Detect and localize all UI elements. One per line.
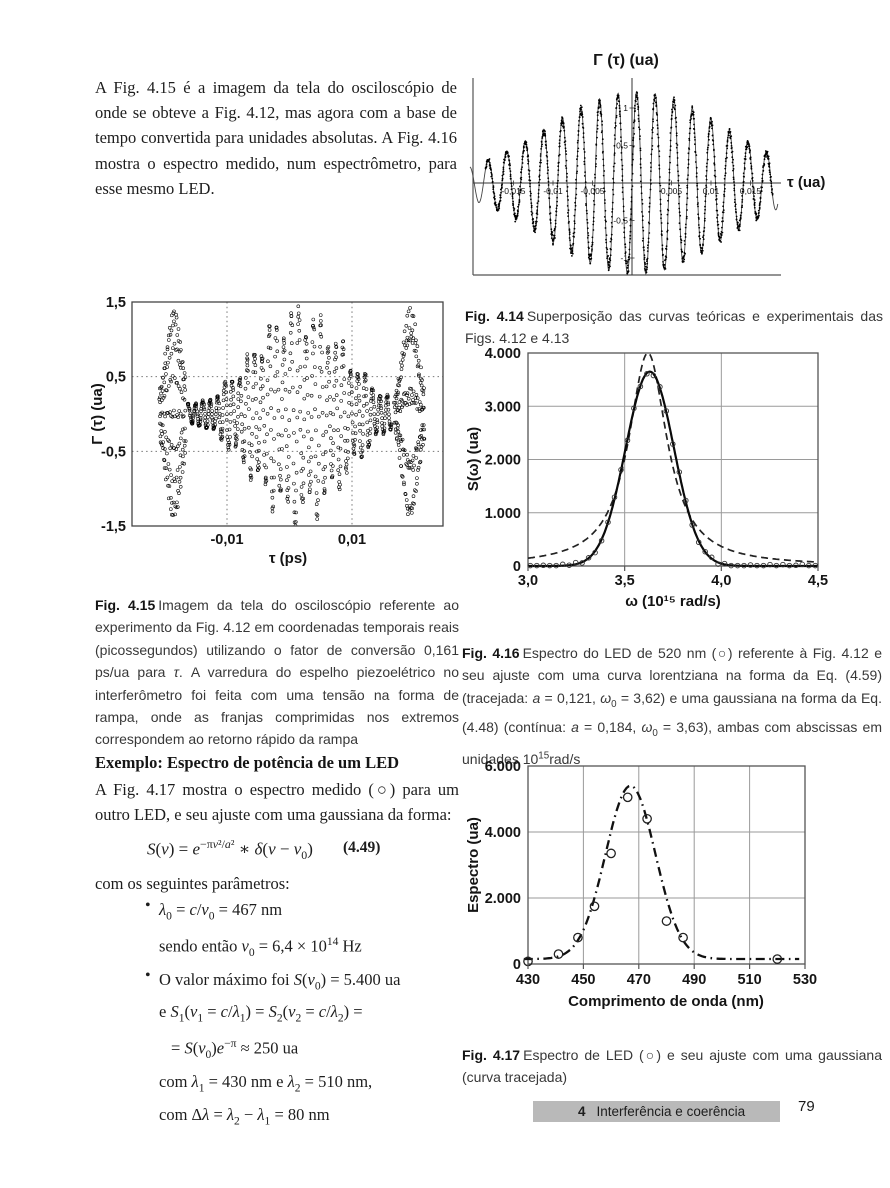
params-lead: com os seguintes parâmetros: xyxy=(95,873,290,893)
fig-4-15-svg: 1,5 0,5 -0,5 -1,5 -0,01 0,01 τ (ps) Γ (τ) (ua) xyxy=(89,295,444,567)
x-tick-label: -0,005 xyxy=(580,186,604,196)
fig-4-14-caption-label: Fig. 4.14 xyxy=(465,308,524,324)
y-tick-label: 3.000 xyxy=(485,399,521,415)
fig-4-15-xlabel: τ (ps) xyxy=(269,550,307,567)
y-tick-label: 1.000 xyxy=(485,506,521,522)
param-line: com Δλ = λ2 − λ1 = 80 nm xyxy=(159,1104,330,1127)
y-tick-label: 2.000 xyxy=(485,891,521,907)
x-tick-label: -0,015 xyxy=(501,186,525,196)
param-line: λ0 = c/ν0 = 467 nm xyxy=(159,900,283,923)
fig-4-14-chart: Γ (τ) (ua) -0,015 -0,01 -0,005 0,005 0,01 0,01… xyxy=(465,48,890,288)
x-tick-label: 3,5 xyxy=(615,573,635,589)
y-tick-label: -1 xyxy=(620,253,628,263)
bullet-icon: • xyxy=(145,897,151,915)
fig-4-17-xlabel: Comprimento de onda (nm) xyxy=(568,993,764,1010)
fig-4-15-chart: 1,5 0,5 -0,5 -1,5 -0,01 0,01 τ (ps) Γ (τ) (ua) xyxy=(88,292,458,572)
y-tick-label: 2.000 xyxy=(485,453,521,469)
lorentzian-dashed-curve xyxy=(527,352,818,563)
y-tick-label: 0,5 xyxy=(106,370,126,386)
fig-4-16-caption-label: Fig. 4.16 xyxy=(462,645,520,661)
fig-4-15-caption-label: Fig. 4.15 xyxy=(95,597,156,613)
fig-4-14-xlabel: τ (ua) xyxy=(787,174,825,191)
x-tick-label: -0,01 xyxy=(543,186,563,196)
fig-4-14-title: Γ (τ) (ua) xyxy=(593,52,659,69)
y-tick-label: 0,5 xyxy=(616,141,628,151)
bullet-icon: • xyxy=(145,966,151,984)
x-tick-label: 470 xyxy=(627,972,651,988)
fig-4-16-caption-text: Espectro do LED de 520 nm (○) referente … xyxy=(462,645,882,767)
params-list: • λ0 = c/ν0 = 467 nm sendo então ν0 = 6,… xyxy=(95,897,459,1134)
interferogram-circles xyxy=(157,304,427,526)
fig-4-16-xlabel: ω (10¹⁵ rad/s) xyxy=(625,593,721,610)
y-tick-label: -1,5 xyxy=(101,519,126,535)
fig-4-17-caption: Fig. 4.17 Espectro de LED (○) e seu ajust… xyxy=(462,1044,882,1089)
fig-4-16-chart: 0 1.000 2.000 3.000 4.000 3,0 3,5 4,0 4,5 ω (10¹⁵… xyxy=(462,343,887,613)
x-tick-label: 510 xyxy=(737,972,761,988)
y-tick-label: 4.000 xyxy=(485,346,521,362)
equation-number: (4.49) xyxy=(343,838,381,856)
fig-4-17-caption-text: Espectro de LED (○) e seu ajuste com uma… xyxy=(462,1047,882,1086)
list-item: • O valor máximo foi S(ν0) = 5.400 ua e … xyxy=(95,967,459,1135)
experimental-dots xyxy=(484,91,774,275)
x-tick-label: 3,0 xyxy=(518,573,538,589)
gaussian-dashdot-fit xyxy=(523,784,800,961)
chapter-footer-bar: 4 Interferência e coerência xyxy=(533,1101,780,1122)
gaussian-solid-curve xyxy=(528,370,818,568)
fig-4-16-caption: Fig. 4.16 Espectro do LED de 520 nm (○) r… xyxy=(462,642,882,770)
data-circles xyxy=(527,371,819,569)
fig-4-16-svg: 0 1.000 2.000 3.000 4.000 3,0 3,5 4,0 4,5 ω (10¹⁵… xyxy=(465,346,828,610)
param-line: sendo então ν0 = 6,4 × 1014 Hz xyxy=(159,936,362,959)
y-tick-label: 0 xyxy=(513,559,521,575)
x-tick-label: 4,5 xyxy=(808,573,828,589)
list-item: • λ0 = c/ν0 = 467 nm sendo então ν0 = 6,… xyxy=(95,897,459,966)
param-line: com λ1 = 430 nm e λ2 = 510 nm, xyxy=(159,1071,373,1094)
fig-4-17-ylabel: Espectro (ua) xyxy=(465,817,482,913)
fig-4-17-svg: 0 2.000 4.000 6.000 430 450 470 490 510 530 Compri… xyxy=(465,759,817,1010)
fig-4-15-caption-text: Imagem da tela do osciloscópio referente… xyxy=(95,597,459,748)
measured-points xyxy=(523,792,783,967)
fig-4-14-caption: Fig. 4.14 Superposição das curvas teórica… xyxy=(465,305,883,350)
y-tick-label: 0 xyxy=(513,957,521,973)
chapter-title: Interferência e coerência xyxy=(596,1104,746,1119)
y-tick-label: -0,5 xyxy=(613,216,628,226)
fig-4-14-svg: Γ (τ) (ua) -0,015 -0,01 -0,005 0,005 0,01 0,01… xyxy=(469,52,825,276)
y-tick-label: 1 xyxy=(623,103,628,113)
equation-body: S(ν) = e−πν²/a² ∗ δ(ν − ν0) xyxy=(147,836,313,862)
example-heading: Exemplo: Espectro de potência de um LED xyxy=(95,753,400,772)
x-tick-label: 0,01 xyxy=(703,186,720,196)
x-tick-label: 530 xyxy=(793,972,817,988)
fig-4-15-caption: Fig. 4.15 Imagem da tela do osciloscópio … xyxy=(95,594,459,751)
x-tick-label: 490 xyxy=(682,972,706,988)
example-intro: A Fig. 4.17 mostra o espectro medido (○)… xyxy=(95,780,459,825)
fig-4-16-ylabel: S(ω) (ua) xyxy=(465,427,482,491)
y-tick-label: 1,5 xyxy=(106,295,126,311)
y-tick-label: 6.000 xyxy=(485,759,521,775)
intro-paragraph: A Fig. 4.15 é a imagem da tela do oscilo… xyxy=(95,77,457,199)
x-tick-label: 0,005 xyxy=(661,186,683,196)
param-line: O valor máximo foi S(ν0) = 5.400 ua xyxy=(159,969,401,992)
chapter-number: 4 xyxy=(578,1104,586,1119)
y-tick-label: 4.000 xyxy=(485,825,521,841)
param-line: = S(ν0)e−π ≈ 250 ua xyxy=(171,1038,299,1062)
equation-4-49: S(ν) = e−πν²/a² ∗ δ(ν − ν0) (4.49) xyxy=(95,833,459,867)
example-section: Exemplo: Espectro de potência de um LED … xyxy=(95,750,459,1134)
x-tick-label: 0,01 xyxy=(338,532,366,548)
x-tick-label: 430 xyxy=(516,972,540,988)
x-tick-label: 450 xyxy=(571,972,595,988)
y-tick-label: -0,5 xyxy=(101,444,126,460)
fig-4-15-ylabel: Γ (τ) (ua) xyxy=(89,383,106,445)
x-tick-label: -0,01 xyxy=(210,532,243,548)
x-tick-label: 0,015 xyxy=(740,186,762,196)
page-number: 79 xyxy=(798,1098,815,1115)
fig-4-14-caption-text: Superposição das curvas teóricas e exper… xyxy=(465,308,883,347)
fig-4-17-caption-label: Fig. 4.17 xyxy=(462,1047,521,1063)
fig-4-17-chart: 0 2.000 4.000 6.000 430 450 470 490 510 530 Compri… xyxy=(462,754,887,1024)
x-tick-label: 4,0 xyxy=(711,573,731,589)
param-line: e S1(ν1 = c/λ1) = S2(ν2 = c/λ2) = xyxy=(159,1002,363,1025)
